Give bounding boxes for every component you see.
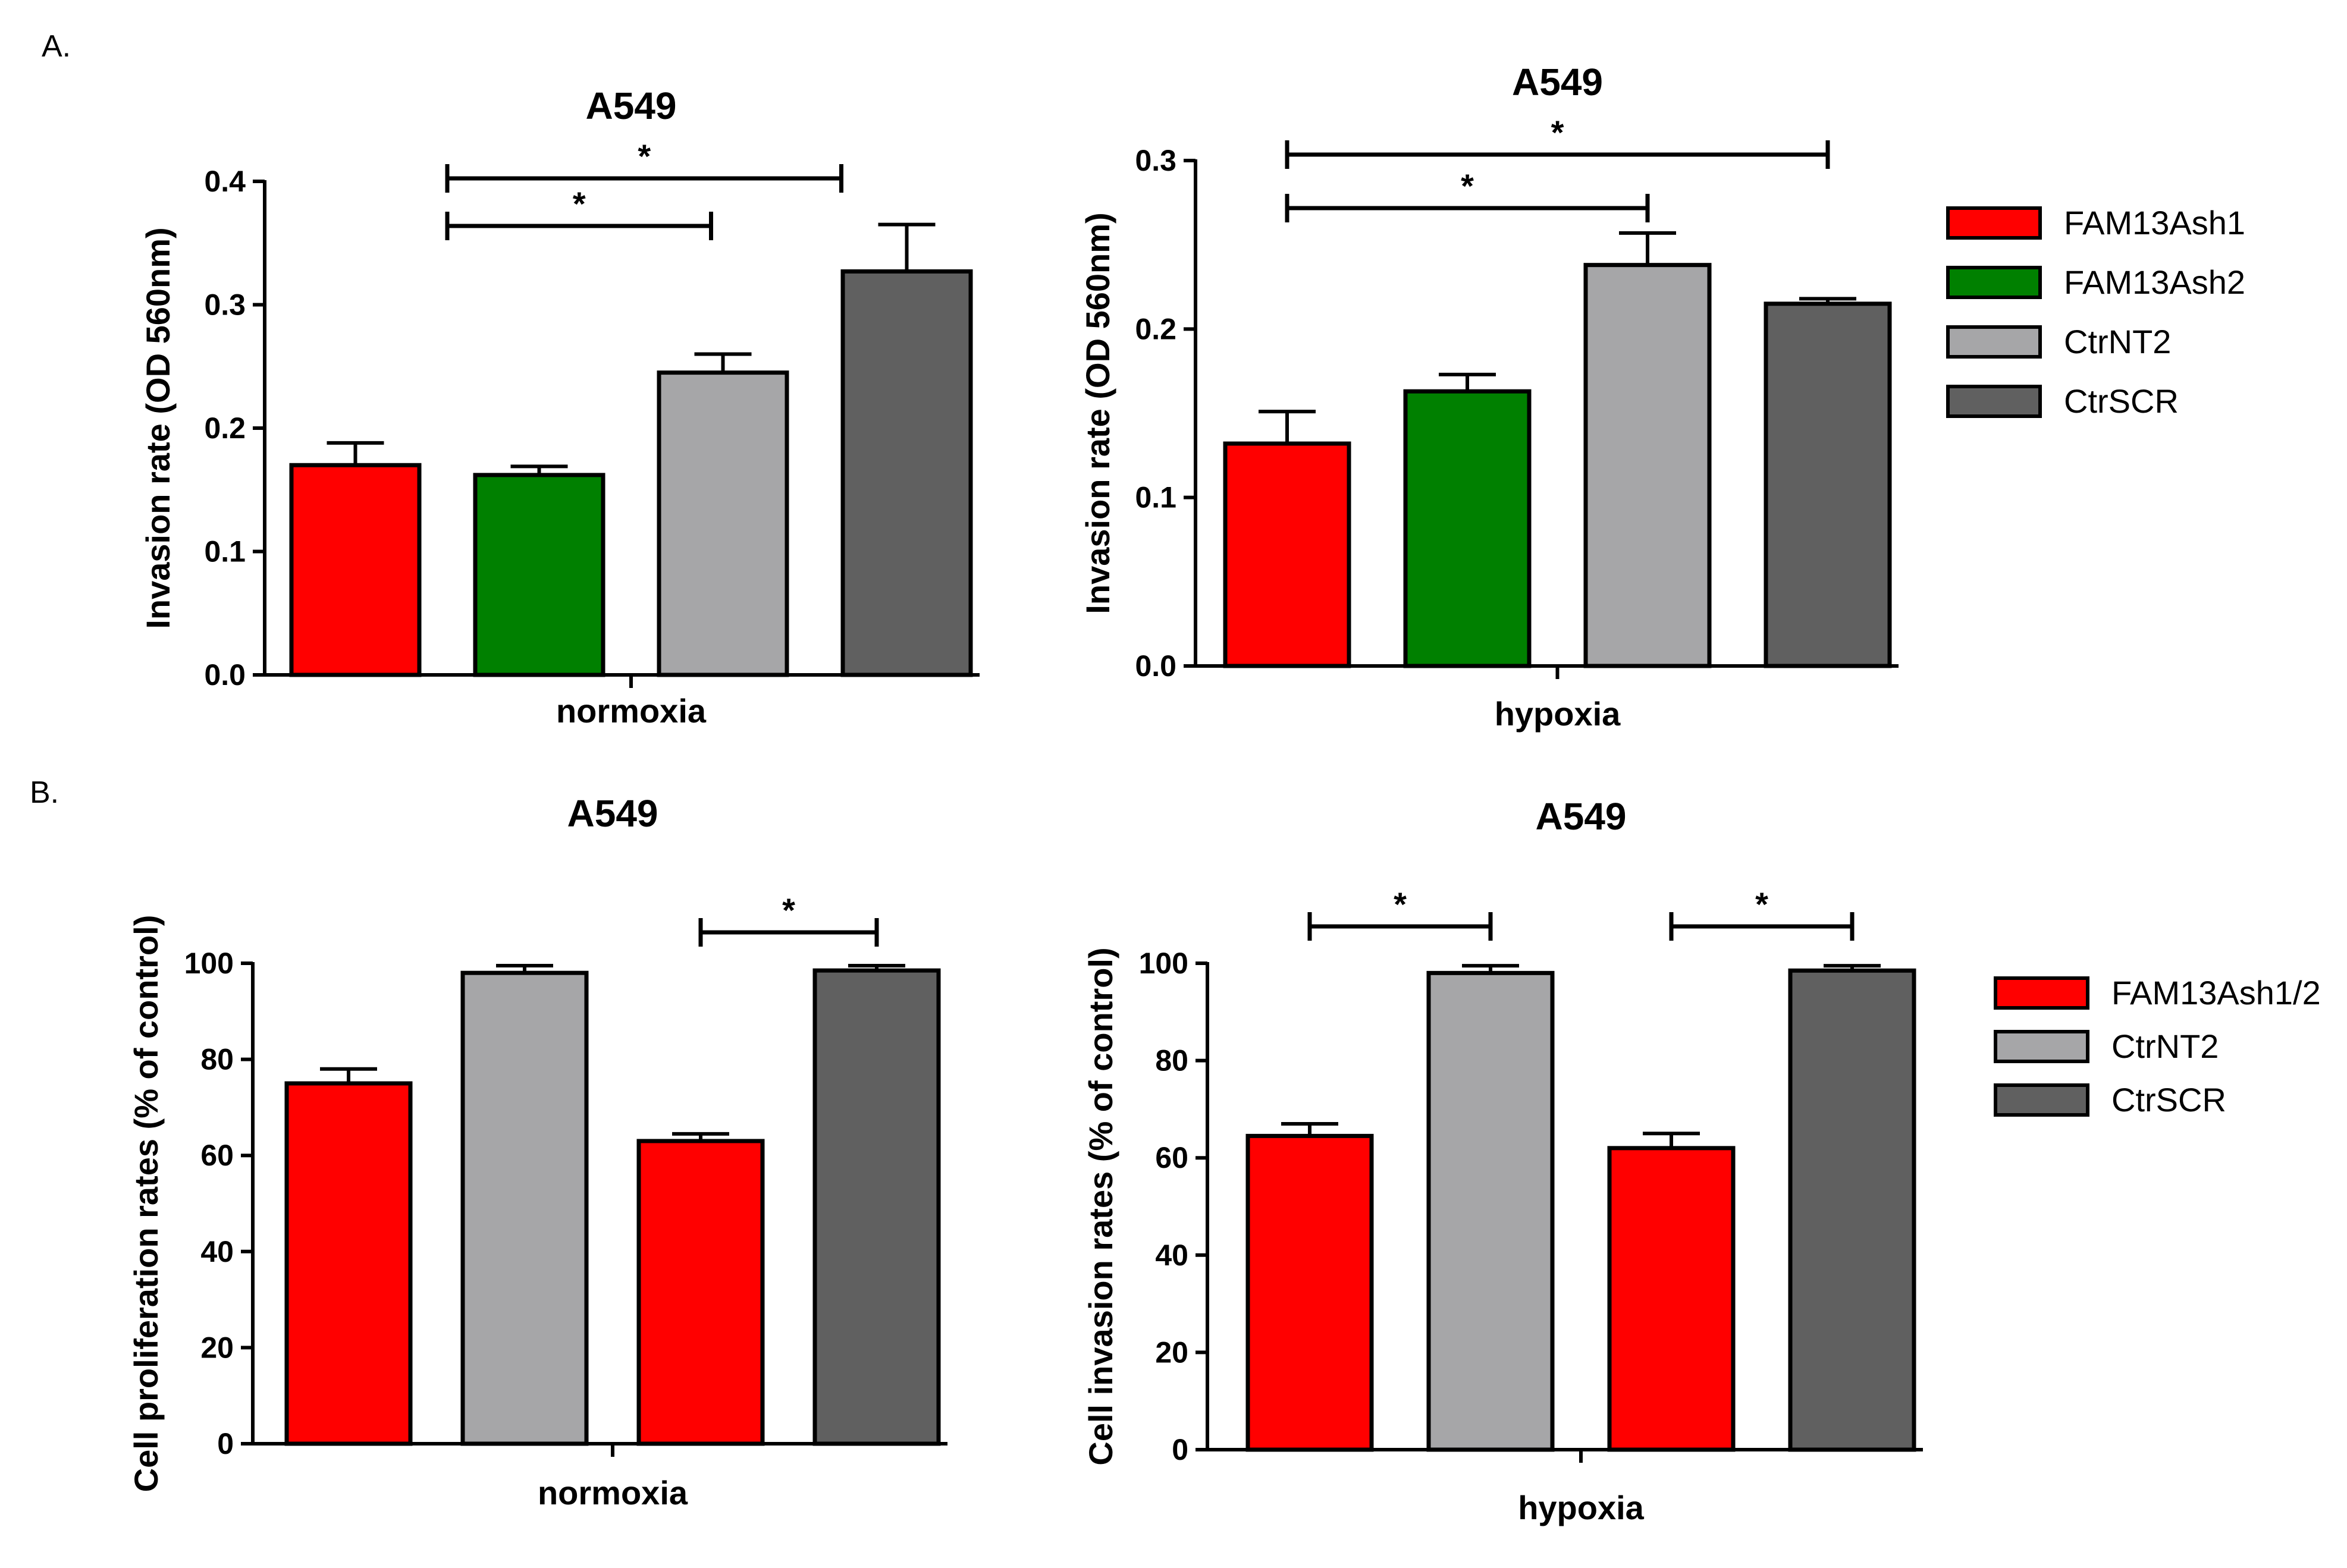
bar-fam13ash1 (1223, 441, 1351, 668)
y-tick-label: 60 (200, 1139, 234, 1172)
significance-star: * (782, 891, 795, 929)
y-tick-label: 20 (1155, 1336, 1188, 1369)
bar-ctrscr (812, 968, 941, 1446)
y-tick-label: 100 (184, 947, 234, 980)
bar-fam13ash1-2 (1607, 1146, 1736, 1452)
panel-label-a: A. (42, 29, 71, 64)
y-tick-label: 20 (200, 1331, 234, 1364)
chart-hypoxia-invasion: A549 0.0 0.1 0.2 0.3 Invasion rate (OD 560nm)… (1079, 61, 1899, 733)
y-tick-label: 0.0 (204, 658, 246, 692)
legend-swatch-3 (1946, 385, 2042, 418)
chart-title: A549 (586, 84, 677, 127)
y-tick-label: 0.1 (204, 535, 246, 568)
y-tick-label: 60 (1155, 1141, 1188, 1174)
chart-hypoxia-cell-invasion: A549 0 20 40 60 80 100 Cell invasion rates (% o… (1082, 795, 1923, 1526)
y-axis-label: Cell proliferation rates (% of control) (127, 915, 165, 1492)
chart-title: A549 (1536, 795, 1627, 838)
legend-bottom: FAM13Ash1/2 CtrNT2 CtrSCR (1994, 974, 2321, 1118)
chart-title: A549 (1512, 61, 1603, 103)
x-axis-label: normoxia (538, 1474, 688, 1512)
panel-label-b: B. (30, 775, 59, 810)
legend-swatch-0 (1994, 976, 2089, 1010)
legend-label-1: FAM13Ash2 (2064, 263, 2245, 301)
bar-fam13ash1-2 (1245, 1133, 1374, 1452)
bar-ctrscr (840, 269, 973, 677)
y-tick-label: 0.4 (204, 165, 246, 198)
y-tick-label: 80 (1155, 1044, 1188, 1077)
y-tick-label: 0.0 (1135, 649, 1176, 683)
y-tick-label: 0.3 (1135, 144, 1176, 177)
bar-ctrscr (1764, 301, 1892, 668)
legend-swatch-2 (1946, 325, 2042, 359)
y-tick-label: 0.1 (1135, 481, 1176, 514)
legend-label-0: FAM13Ash1 (2064, 204, 2245, 241)
legend-swatch-1 (1994, 1030, 2089, 1063)
x-axis-label: normoxia (556, 692, 707, 730)
bar-fam13ash1-2 (284, 1081, 413, 1446)
significance-star: * (1394, 885, 1407, 923)
legend-label-0: FAM13Ash1/2 (2111, 974, 2321, 1011)
legend-swatch-1 (1946, 266, 2042, 299)
bar-fam13ash2 (1403, 389, 1532, 668)
legend-swatch-2 (1994, 1083, 2089, 1117)
y-tick-label: 80 (200, 1043, 234, 1076)
y-tick-label: 40 (1155, 1239, 1188, 1272)
x-axis-label: hypoxia (1495, 695, 1621, 733)
y-axis-label: Invasion rate (OD 560nm) (1079, 212, 1116, 614)
x-axis-label: hypoxia (1518, 1489, 1644, 1526)
y-tick-label: 100 (1139, 947, 1188, 980)
significance-star: * (1755, 885, 1768, 923)
bar-ctrnt2 (460, 970, 589, 1446)
y-tick-label: 0 (1172, 1433, 1188, 1466)
significance-star: * (1461, 167, 1474, 205)
legend-label-3: CtrSCR (2064, 382, 2179, 420)
y-tick-label: 0 (217, 1427, 234, 1460)
significance-star: * (638, 137, 651, 175)
bar-ctrnt2 (1426, 970, 1555, 1452)
y-tick-label: 40 (200, 1235, 234, 1268)
legend-label-2: CtrSCR (2111, 1081, 2226, 1118)
bar-ctrnt2 (657, 370, 789, 677)
bar-fam13ash1 (289, 463, 422, 677)
bar-fam13ash2 (473, 473, 605, 677)
y-tick-label: 0.2 (204, 411, 246, 445)
bar-ctrnt2 (1583, 263, 1712, 668)
y-axis-label: Invasion rate (OD 560nm) (139, 227, 177, 629)
legend-label-2: CtrNT2 (2064, 323, 2171, 360)
bar-fam13ash1-2 (636, 1139, 765, 1446)
chart-title: A549 (567, 792, 658, 835)
legend-top: FAM13Ash1 FAM13Ash2 CtrNT2 CtrSCR (1946, 204, 2245, 420)
significance-star: * (1551, 114, 1564, 151)
chart-normoxia-proliferation: A549 0 20 40 60 80 100 Cell proliferation rates… (127, 792, 947, 1512)
chart-normoxia-invasion: A549 0.0 0.1 0.2 0.3 0.4 Invasion rate (OD 560… (139, 84, 980, 730)
legend-swatch-0 (1946, 206, 2042, 240)
y-tick-label: 0.2 (1135, 312, 1176, 345)
significance-star: * (573, 185, 586, 222)
y-axis-label: Cell invasion rates (% of control) (1082, 947, 1119, 1465)
bar-ctrscr (1788, 968, 1916, 1452)
legend-label-1: CtrNT2 (2111, 1027, 2219, 1065)
y-tick-label: 0.3 (204, 288, 246, 322)
